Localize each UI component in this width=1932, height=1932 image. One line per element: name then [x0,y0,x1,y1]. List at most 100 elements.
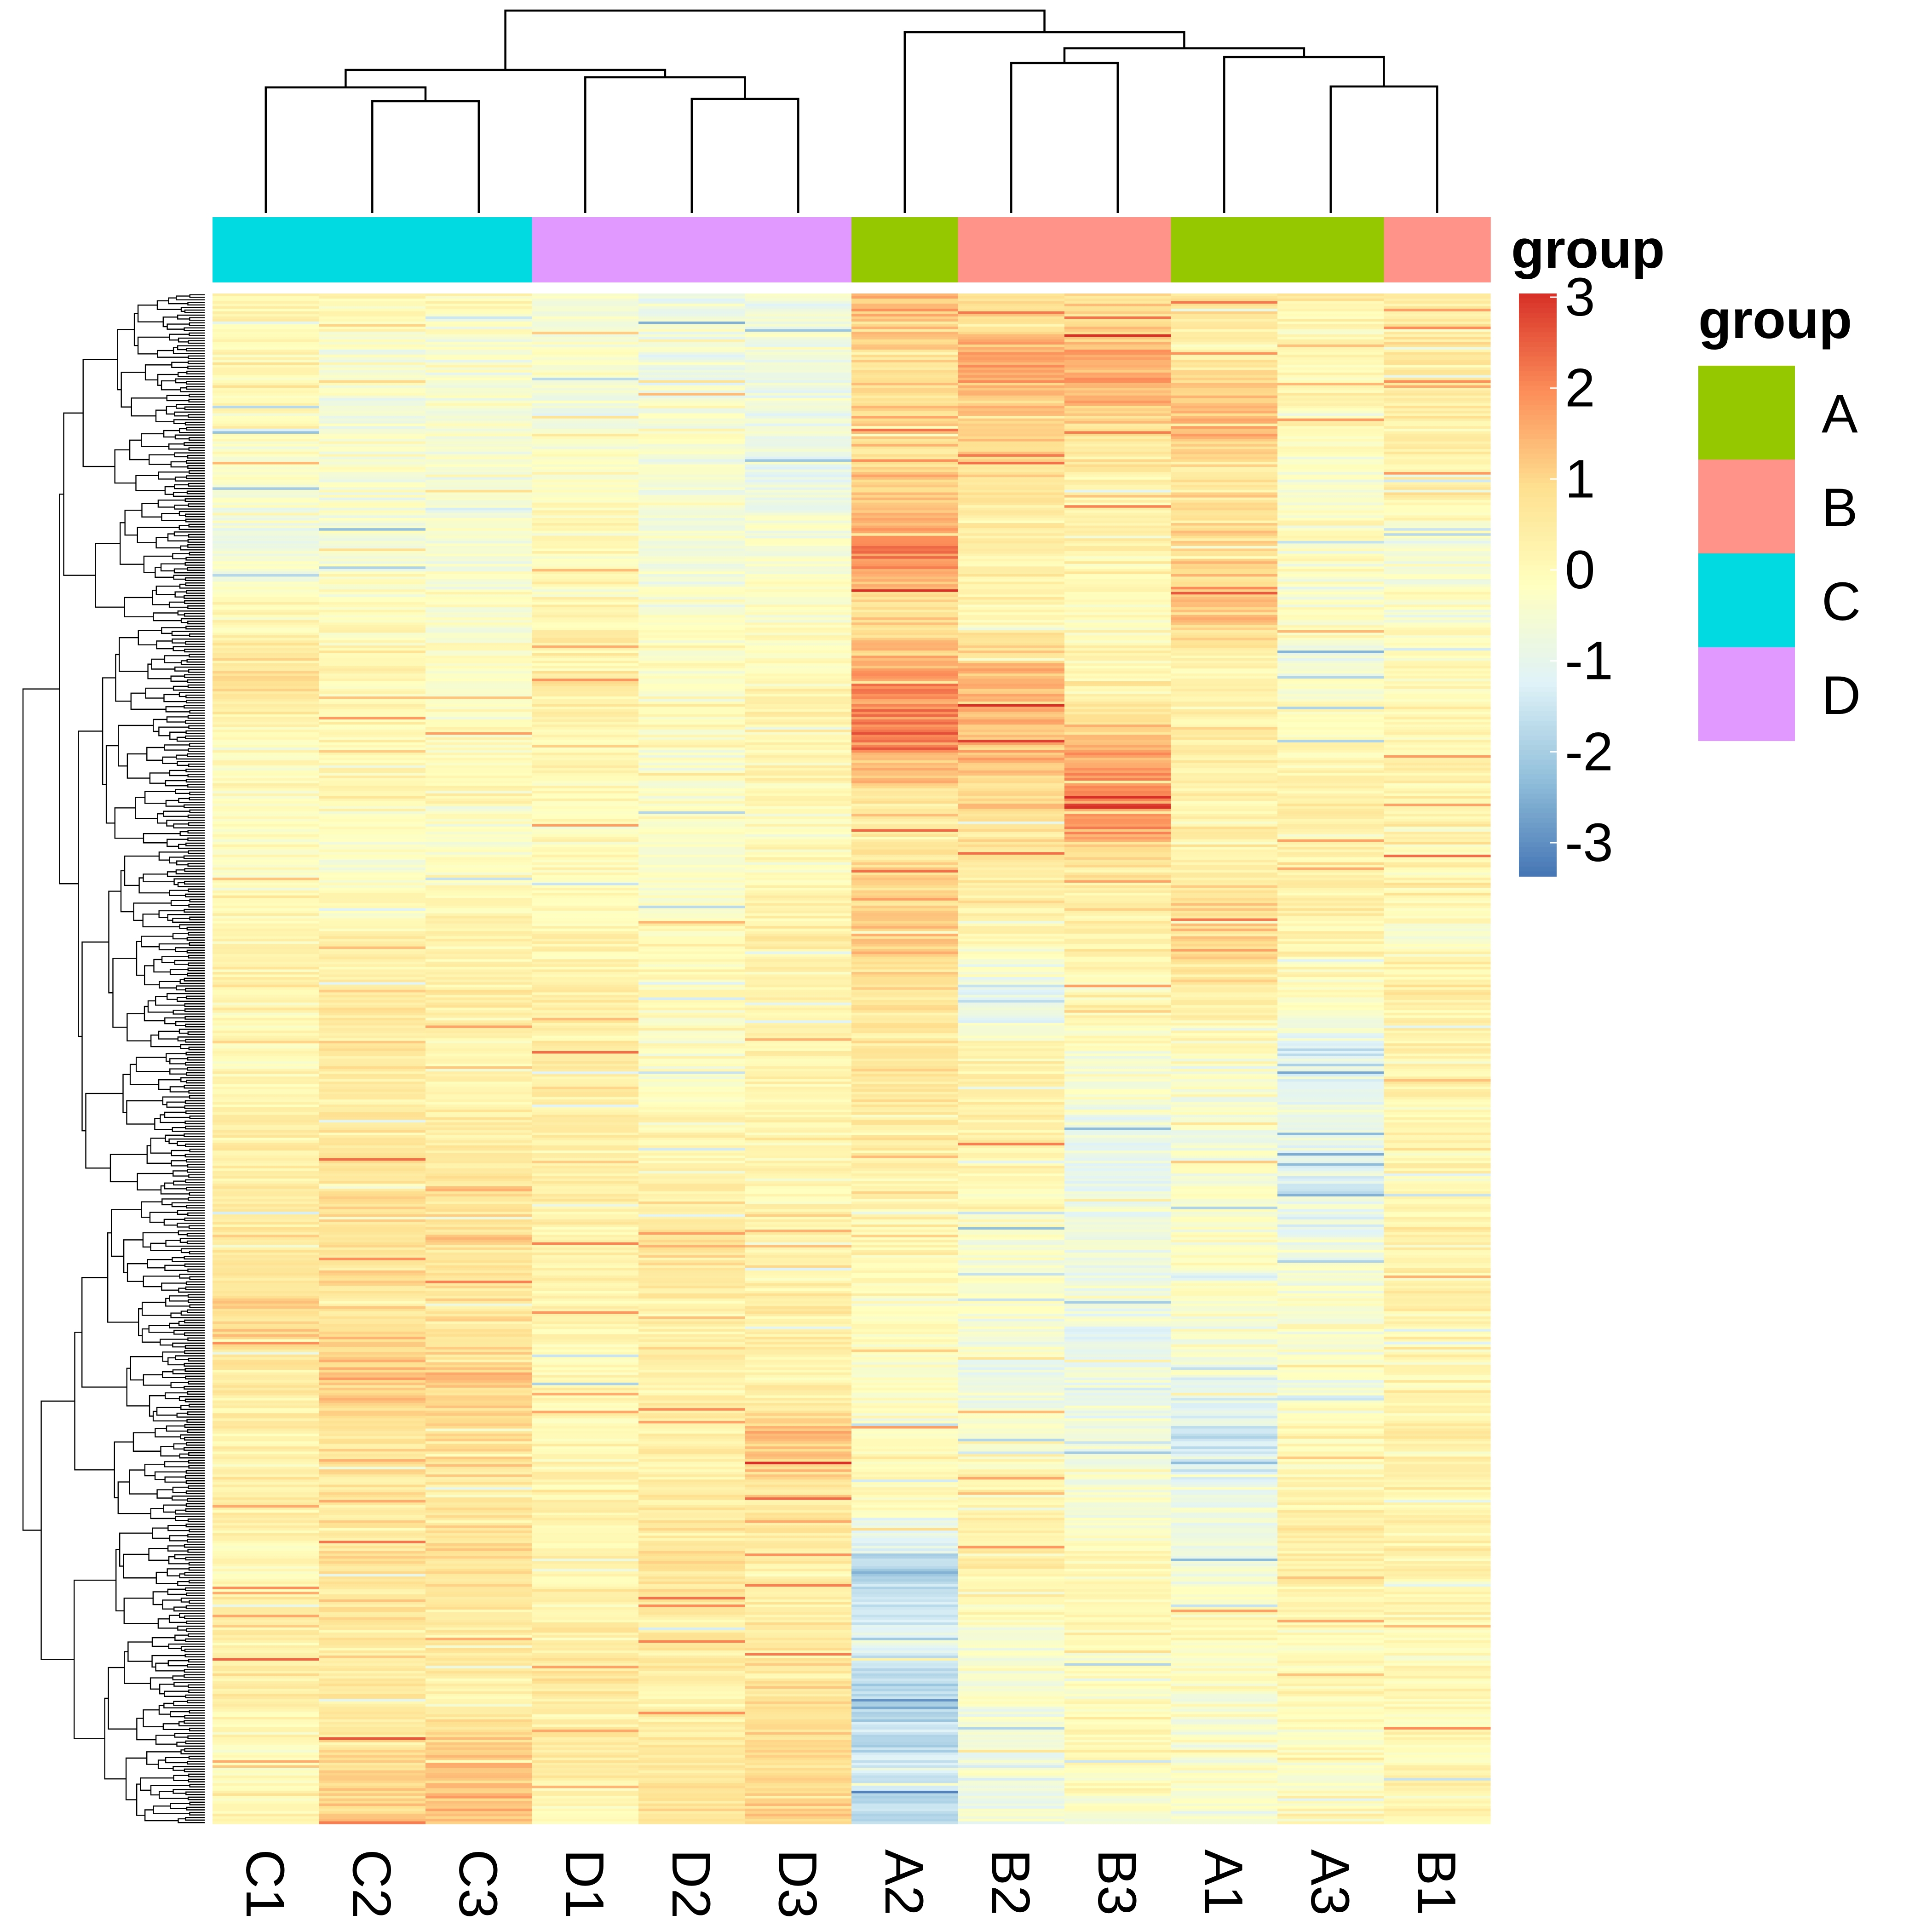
heatmap-cell [213,1250,320,1253]
heatmap-cell [745,1341,852,1345]
heatmap-cell [426,735,533,738]
heatmap-cell [426,316,533,320]
heatmap-cell [319,474,426,477]
heatmap-cell [638,301,746,304]
heatmap-cell [745,956,852,960]
heatmap-cell [213,1115,320,1118]
heatmap-cell [532,887,639,891]
heatmap-cell [638,1056,746,1059]
heatmap-cell [745,625,852,628]
heatmap-cell [958,1420,1065,1424]
heatmap-cell [426,370,533,373]
heatmap-cell [319,1469,426,1472]
heatmap-cell [213,1762,320,1766]
heatmap-cell [745,1110,852,1113]
heatmap-cell [319,678,426,682]
heatmap-cell [851,1505,959,1508]
heatmap-cell [213,1199,320,1202]
heatmap-cell [213,1505,320,1508]
heatmap-cell [319,1714,426,1717]
heatmap-cell [532,459,639,462]
heatmap-cell [213,748,320,751]
heatmap-cell [319,548,426,552]
heatmap-cell [213,1793,320,1796]
heatmap-cell [638,796,746,799]
heatmap-cell [638,834,746,837]
heatmap-cell [958,921,1065,924]
heatmap-cell [319,1796,426,1799]
heatmap-cell [213,648,320,651]
heatmap-cell [426,1633,533,1636]
heatmap-cell [319,332,426,335]
column-dendrogram-link [504,9,1046,70]
heatmap-cell [745,1538,852,1541]
heatmap-cell [745,390,852,393]
heatmap-cell [319,1158,426,1161]
heatmap-cell [851,1497,959,1501]
heatmap-cell [319,1438,426,1442]
heatmap-cell [1064,507,1172,511]
heatmap-cell [745,1202,852,1205]
heatmap-cell [638,961,746,965]
heatmap-cell [638,1594,746,1598]
heatmap-cell [213,781,320,784]
heatmap-cell [319,1423,426,1426]
heatmap-cell [958,1689,1065,1692]
heatmap-cell [851,1071,959,1075]
heatmap-cell [958,1382,1065,1386]
heatmap-cell [851,1796,959,1799]
heatmap-cell [638,1525,746,1529]
heatmap-cell [638,1505,746,1508]
heatmap-cell [851,1035,959,1039]
heatmap-cell [319,367,426,370]
heatmap-cell [213,1734,320,1738]
heatmap-cell [213,617,320,621]
heatmap-cell [532,1202,639,1205]
heatmap-cell [745,627,852,631]
heatmap-cell [851,451,959,454]
heatmap-cell [532,635,639,638]
heatmap-cell [213,512,320,516]
heatmap-cell [851,1556,959,1559]
heatmap-cell [532,515,639,518]
heatmap-cell [638,1301,746,1304]
heatmap-cell [638,1561,746,1564]
heatmap-cell [319,699,426,702]
heatmap-cell [958,1168,1065,1172]
heatmap-cell [532,748,639,751]
heatmap-cell [532,658,639,661]
heatmap-cell [745,1569,852,1572]
heatmap-cell [851,306,959,309]
heatmap-cell [213,1729,320,1732]
heatmap-cell [745,829,852,832]
heatmap-cell [638,464,746,467]
heatmap-cell [532,383,639,386]
heatmap-cell [213,610,320,613]
heatmap-cell [851,1806,959,1809]
heatmap-cell [851,1184,959,1187]
heatmap-cell [319,946,426,949]
heatmap-cell [745,1808,852,1811]
heatmap-cell [851,1449,959,1452]
heatmap-cell [851,1441,959,1444]
heatmap-cell [958,1265,1065,1268]
heatmap-cell [958,1546,1065,1549]
heatmap-cell [851,1112,959,1116]
heatmap-cell [426,1813,533,1817]
heatmap-cell [958,1377,1065,1380]
heatmap-cell [426,1433,533,1437]
heatmap-cell [958,979,1065,983]
heatmap-cell [319,1742,426,1745]
heatmap-cell [958,515,1065,518]
heatmap-cell [745,1604,852,1608]
heatmap-cell [851,1785,959,1788]
heatmap-cell [851,658,959,661]
heatmap-cell [851,1648,959,1651]
heatmap-cell [745,842,852,845]
heatmap-cell [319,1668,426,1671]
heatmap-cell [319,334,426,337]
heatmap-cell [1064,579,1172,582]
heatmap-cell [638,798,746,802]
heatmap-cell [958,1449,1065,1452]
heatmap-cell [426,788,533,791]
